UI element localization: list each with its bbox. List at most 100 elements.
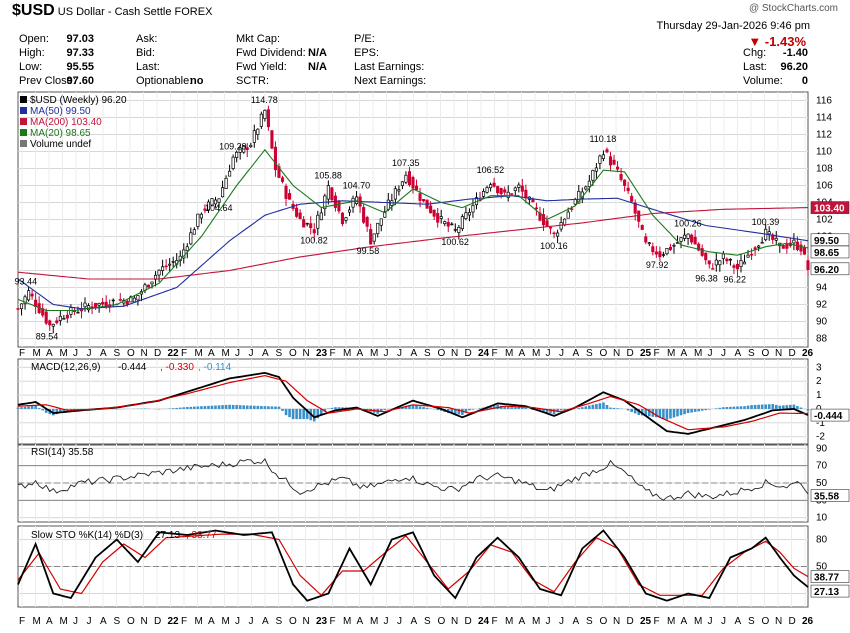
last-price-tag: 96.20: [814, 265, 839, 276]
price-bar: [228, 170, 232, 177]
x-axis-label: D: [154, 616, 161, 627]
ma50-line: [17, 195, 809, 310]
x-axis-label: O: [127, 348, 135, 359]
macd-histogram-bar: [722, 407, 725, 409]
macd-histogram-bar: [700, 408, 704, 411]
price-bar: [414, 185, 419, 191]
price-bar: [411, 177, 415, 189]
x-axis-label: S: [586, 616, 593, 627]
macd-histogram-bar: [496, 404, 499, 409]
macd-histogram-bar: [757, 404, 760, 409]
macd-histogram-bar: [182, 407, 186, 409]
macd-histogram-bar: [450, 408, 454, 414]
price-bar: [55, 320, 59, 324]
macd-histogram-bar: [503, 406, 506, 409]
x-axis-label: F: [181, 616, 187, 627]
x-axis-label: 26: [802, 616, 814, 627]
macd-histogram-bar: [277, 406, 281, 409]
price-annotation: 99.58: [357, 246, 380, 256]
x-axis-label: M: [222, 616, 230, 627]
macd-histogram-bar: [224, 404, 228, 409]
x-axis-label: J: [73, 616, 78, 627]
macd-histogram-bar: [655, 408, 658, 418]
price-bar: [351, 197, 355, 208]
macd-histogram-bar: [210, 405, 214, 409]
price-bar: [19, 303, 24, 310]
macd-histogram-bar: [633, 408, 637, 414]
price-bar: [330, 187, 334, 201]
price-bar: [302, 219, 306, 228]
price-bar: [693, 236, 697, 245]
price-bar: [739, 260, 743, 267]
x-axis-label: M: [370, 616, 378, 627]
change-percent: ▼ -1.43%: [748, 34, 806, 49]
x-axis-label: F: [181, 348, 187, 359]
x-axis-label: D: [465, 348, 472, 359]
price-bar: [531, 199, 535, 203]
price-annotation: 96.38: [695, 273, 718, 283]
quote-label: Fwd Dividend:: [236, 47, 306, 59]
price-bar: [481, 191, 486, 197]
legend-item: MA(50) 99.50: [30, 106, 91, 117]
price-bar: [707, 260, 711, 265]
macd-histogram-bar: [302, 408, 305, 420]
macd-histogram-bar: [284, 408, 288, 416]
quote-value: -1.40: [782, 47, 808, 59]
x-axis-label: F: [330, 616, 336, 627]
quote-label: Mkt Cap:: [236, 33, 281, 45]
price-bar: [552, 232, 556, 235]
macd-histogram-bar: [330, 407, 334, 409]
macd-histogram-bar: [27, 406, 30, 409]
price-bar: [62, 318, 66, 320]
price-bar: [206, 201, 210, 211]
price-bar: [679, 237, 683, 242]
x-axis-label: A: [100, 616, 107, 627]
rsi-value-tag-box: [810, 489, 850, 502]
macd-histogram-bar: [341, 407, 344, 409]
price-bar: [683, 234, 687, 239]
quote-value: no: [190, 75, 204, 87]
macd-histogram-bar: [672, 408, 676, 418]
price-bar: [492, 182, 496, 187]
symbol: $USD: [12, 2, 55, 19]
x-axis-label: S: [424, 616, 431, 627]
price-bar: [118, 299, 122, 301]
chart-title: $USD US Dollar - Cash Settle FOREX: [12, 2, 212, 20]
quote-value: N/A: [308, 47, 327, 59]
price-bar: [735, 263, 740, 270]
x-axis-label: N: [775, 348, 782, 359]
signal-value: , -0.330: [160, 362, 194, 373]
macd-histogram-bar: [404, 406, 408, 409]
macd-histogram-bar: [411, 404, 415, 409]
price-bar: [284, 185, 288, 199]
datetime: Thursday 29-Jan-2026 9:46 pm: [656, 20, 810, 32]
price-bar: [616, 166, 620, 170]
price-bar: [436, 213, 440, 223]
price-bar: [23, 296, 27, 305]
x-axis-label: A: [573, 616, 580, 627]
x-axis-label: 22: [168, 348, 180, 359]
price-bar: [711, 268, 715, 270]
macd-histogram-bar: [464, 408, 468, 413]
price-bar: [661, 254, 665, 256]
x-axis-label: F: [19, 616, 25, 627]
price-bar: [16, 308, 20, 310]
price-bar: [623, 179, 627, 186]
price-bar: [450, 223, 454, 226]
x-axis-label: N: [303, 348, 310, 359]
x-axis-label: M: [343, 616, 351, 627]
x-axis-label: M: [694, 348, 702, 359]
x-axis-label: A: [411, 348, 418, 359]
macd-histogram-bar: [291, 408, 295, 420]
macd-histogram-bar: [178, 407, 182, 409]
macd-histogram-bar: [725, 407, 729, 409]
macd-value: -0.444: [118, 362, 147, 373]
x-axis-label: M: [60, 348, 68, 359]
macd-histogram-bar: [41, 408, 44, 411]
price-bar: [379, 218, 383, 226]
price-bar: [422, 198, 426, 202]
macd-histogram-bar: [418, 406, 422, 409]
x-axis-label: M: [667, 348, 675, 359]
x-axis-label: N: [303, 616, 310, 627]
price-bar: [774, 237, 778, 241]
